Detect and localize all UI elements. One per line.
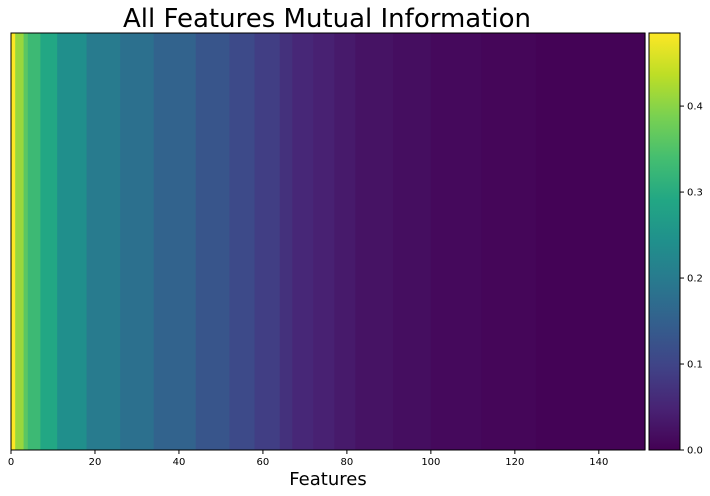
x-tick-label: 0 — [8, 457, 14, 468]
heatmap-cell-2 — [23, 33, 29, 450]
heatmap-cell-6 — [86, 33, 121, 450]
colorbar — [648, 32, 681, 451]
heatmap-cell-11 — [254, 33, 281, 450]
x-axis-ticks: 0 20 40 60 80 100 120 140 — [8, 450, 608, 468]
colorbar-ticks: 0.0 0.1 0.2 0.3 0.4 — [680, 102, 703, 457]
heatmap-cell-17 — [393, 33, 432, 450]
heatmap-cell-9 — [195, 33, 230, 450]
x-tick-label: 40 — [173, 457, 186, 468]
chart-title: All Features Mutual Information — [123, 4, 531, 34]
x-tick-label: 20 — [89, 457, 102, 468]
heatmap-cell-1 — [15, 33, 25, 450]
heatmap-cell-14 — [313, 33, 335, 450]
heatmap-cell-8 — [153, 33, 197, 450]
heatmap-cells — [11, 33, 646, 450]
colorbar-tick-label: 0.0 — [687, 446, 703, 457]
heatmap-cell-3 — [27, 33, 41, 450]
colorbar-tick-label: 0.1 — [687, 360, 703, 371]
x-tick-label: 60 — [257, 457, 270, 468]
x-tick-label: 100 — [421, 457, 440, 468]
heatmap-cell-4 — [40, 33, 58, 450]
colorbar-tick-label: 0.2 — [687, 274, 703, 285]
heatmap-cell-0 — [11, 33, 16, 450]
heatmap-cell-16 — [355, 33, 394, 450]
heatmap-cell-13 — [292, 33, 314, 450]
heatmap-cell-10 — [229, 33, 256, 450]
heatmap-cell-12 — [279, 33, 293, 450]
heatmap-cell-7 — [120, 33, 155, 450]
heatmap-cell-18 — [430, 33, 482, 450]
x-tick-label: 140 — [589, 457, 608, 468]
x-axis-label: Features — [289, 469, 366, 490]
heatmap-cell-20 — [535, 33, 646, 450]
heatmap-cell-19 — [481, 33, 537, 450]
x-tick-label: 120 — [505, 457, 524, 468]
colorbar-tick-label: 0.3 — [687, 188, 703, 199]
heatmap-cell-15 — [334, 33, 356, 450]
colorbar-tick-label: 0.4 — [687, 102, 703, 113]
plot-frame — [10, 32, 646, 451]
x-tick-label: 80 — [341, 457, 354, 468]
heatmap-cell-5 — [57, 33, 88, 450]
